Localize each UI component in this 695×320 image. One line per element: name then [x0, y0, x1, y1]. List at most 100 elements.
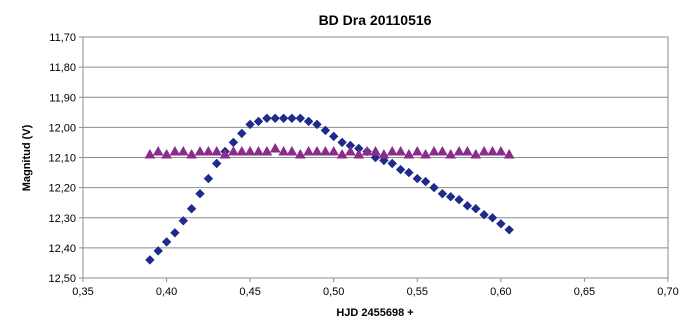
- x-tick-label: 0,60: [490, 286, 511, 298]
- series-1-point: [303, 145, 314, 156]
- series-1-point: [253, 145, 264, 156]
- series-0-point: [253, 116, 264, 127]
- x-tick-label: 0,40: [156, 286, 177, 298]
- series-0-point: [145, 255, 155, 265]
- series-0-point: [496, 219, 506, 229]
- series-0-point: [203, 173, 214, 184]
- y-axis-label: Magnitud (V): [21, 124, 33, 191]
- series-1-point: [169, 145, 181, 156]
- series-0-point: [287, 113, 297, 124]
- y-tick-label: 11,70: [49, 32, 76, 44]
- series-1-point: [294, 148, 306, 159]
- series-1-point: [411, 145, 423, 156]
- series-1-point: [194, 145, 206, 156]
- series-0-point: [170, 228, 180, 238]
- series-1-point: [462, 145, 473, 156]
- y-tick-label: 11,80: [49, 62, 76, 74]
- series-1-point: [244, 145, 256, 156]
- series-1-point: [219, 148, 231, 159]
- series-0-point: [445, 191, 456, 202]
- y-tick-label: 12,30: [48, 213, 76, 225]
- series-0-point: [337, 137, 347, 148]
- series-0-point: [161, 237, 172, 247]
- x-tick-label: 0,45: [239, 286, 260, 298]
- y-tick-label: 11,90: [49, 92, 76, 104]
- series-1-point: [177, 145, 189, 156]
- series-1-point: [311, 145, 323, 156]
- chart-title: BD Dra 20110516: [319, 12, 432, 28]
- series-1-point: [228, 145, 239, 156]
- series-1-point: [269, 142, 281, 153]
- series-0-point: [262, 113, 272, 124]
- series-0-point: [437, 188, 448, 199]
- x-axis-label: HJD 2455698 +: [336, 307, 413, 319]
- series-1-point: [395, 145, 406, 156]
- plot-area-border: [82, 36, 669, 279]
- series-0-point: [412, 173, 423, 184]
- series-0-point: [237, 128, 247, 139]
- series-1-point: [403, 148, 415, 159]
- series-0: [145, 113, 514, 265]
- x-tick-labels: 0,35 0,40 0,45 0,50 0,55 0,60 0,65 0,70: [72, 286, 678, 298]
- series-0-point: [479, 209, 489, 220]
- series-1-point: [487, 145, 498, 156]
- series-0-point: [420, 176, 431, 187]
- series-1-point: [320, 145, 331, 156]
- x-tick-label: 0,50: [323, 286, 344, 298]
- series-1-point: [152, 145, 164, 156]
- series-1-point: [428, 145, 440, 156]
- series-0-point: [312, 119, 322, 130]
- series-0-point: [462, 200, 473, 211]
- series-0-point: [211, 158, 222, 169]
- series-0-point: [186, 203, 197, 214]
- series-1-point: [161, 148, 172, 159]
- y-tick-label: 12,10: [48, 153, 76, 165]
- series-0-point: [504, 225, 514, 235]
- series-0-point: [487, 213, 498, 223]
- y-tick-label: 12,20: [48, 183, 76, 195]
- series-1-point: [495, 145, 507, 156]
- series-1-point: [478, 145, 490, 156]
- series-1-point: [261, 145, 273, 156]
- series-0-point: [320, 125, 331, 136]
- series-0-point: [471, 203, 481, 214]
- series-0-point: [404, 167, 414, 178]
- series-1: [144, 142, 515, 159]
- y-tick-label: 12,50: [48, 273, 76, 285]
- series-0-point: [387, 158, 397, 169]
- series-1-point: [445, 148, 457, 159]
- series-1-point: [386, 145, 398, 156]
- series-0-point: [195, 188, 205, 199]
- series-1-point: [278, 145, 289, 156]
- series-0-point: [270, 113, 280, 124]
- x-tick-label: 0,65: [574, 286, 595, 298]
- series-1-point: [503, 148, 515, 159]
- series-0-point: [153, 246, 163, 256]
- x-tick-label: 0,55: [407, 286, 428, 298]
- y-tick-label: 12,40: [48, 243, 76, 255]
- series-0-point: [245, 119, 255, 130]
- series-0-point: [303, 116, 314, 127]
- y-tick-label: 12,00: [48, 122, 76, 134]
- series-1-point: [328, 145, 340, 156]
- x-tick-label: 0,70: [657, 286, 678, 298]
- series-0-point: [395, 164, 406, 175]
- series-0-point: [454, 194, 464, 205]
- series-0-point: [178, 216, 189, 226]
- y-tick-labels: 11,70 11,80 11,90 12,00 12,10 12,20 12,30 12,40…: [48, 32, 76, 285]
- series-1-point: [144, 148, 156, 159]
- series-1-point: [211, 145, 223, 156]
- series-0-point: [295, 113, 306, 124]
- series-1-point: [186, 148, 197, 159]
- series-1-point: [286, 145, 298, 156]
- x-tick-label: 0,35: [72, 286, 93, 298]
- series-0-point: [278, 113, 289, 124]
- series-1-point: [420, 148, 431, 159]
- series-1-point: [453, 145, 465, 156]
- series-1-point: [336, 148, 348, 159]
- series-1-point: [236, 145, 248, 156]
- series-1-point: [353, 148, 365, 159]
- series-1-point: [370, 145, 381, 156]
- series-1-point: [203, 145, 214, 156]
